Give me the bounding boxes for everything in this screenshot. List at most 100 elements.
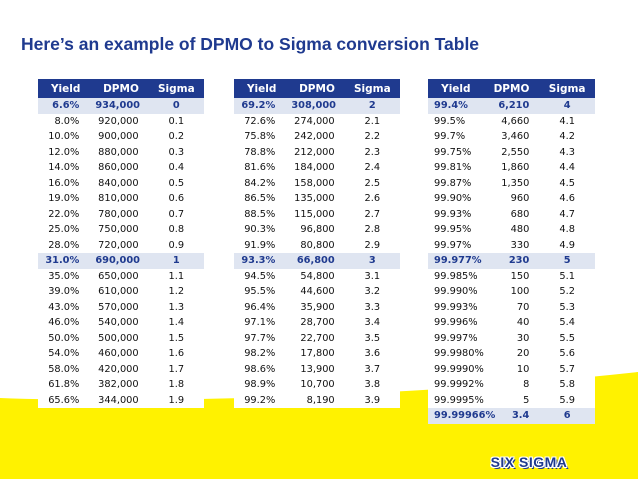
sigma-cell: 1 [148,253,204,269]
dpmo-cell: 212,000 [289,144,345,160]
yield-cell: 93.3% [234,253,290,269]
table-row: 98.6% 13,900 3.7 [234,361,400,377]
yield-cell: 99.9995% [428,392,484,408]
conversion-table-1: Yield DPMO Sigma 6.6% 934,000 0 8.0% 920,000… [38,79,204,408]
table-row: 98.2% 17,800 3.6 [234,346,400,362]
dpmo-cell: 2,550 [483,144,540,160]
dpmo-cell: 3.4 [483,408,540,424]
yield-cell: 6.6% [38,98,94,114]
yield-cell: 86.5% [234,191,290,207]
table-row: 16.0% 840,000 0.5 [38,175,204,191]
dpmo-cell: 150 [483,268,540,284]
yield-cell: 99.7% [428,129,484,145]
table-row: 28.0% 720,000 0.9 [38,237,204,253]
table-row: 12.0% 880,000 0.3 [38,144,204,160]
dpmo-cell: 960 [483,191,540,207]
sigma-cell: 5.3 [539,299,595,315]
table-row: 25.0% 750,000 0.8 [38,222,204,238]
table-row: 94.5% 54,800 3.1 [234,268,400,284]
dpmo-cell: 330 [483,237,540,253]
dpmo-cell: 8,190 [289,392,345,408]
sigma-cell: 1.7 [148,361,204,377]
dpmo-cell: 680 [483,206,540,222]
yield-cell: 65.6% [38,392,94,408]
sigma-cell: 1.5 [148,330,204,346]
table-row: 50.0% 500,000 1.5 [38,330,204,346]
sigma-cell: 1.6 [148,346,204,362]
yield-cell: 39.0% [38,284,94,300]
table-row: 99.996% 40 5.4 [428,315,595,331]
yield-cell: 69.2% [234,98,290,114]
sigma-cell: 4.6 [539,191,595,207]
sigma-cell: 5.4 [539,315,595,331]
table-row: 72.6% 274,000 2.1 [234,113,400,129]
conversion-table-3: Yield DPMO Sigma 99.4% 6,210 4 99.5% 4,660 4.… [428,79,595,424]
yield-cell: 99.97% [428,237,484,253]
sigma-cell: 0.3 [148,144,204,160]
table-row: 99.5% 4,660 4.1 [428,113,595,129]
sigma-cell: 0.5 [148,175,204,191]
table-row: 99.9980% 20 5.6 [428,346,595,362]
header-dpmo: DPMO [483,79,540,98]
sigma-cell: 3.6 [344,346,400,362]
dpmo-cell: 13,900 [289,361,345,377]
sigma-cell: 0.6 [148,191,204,207]
sigma-cell: 1.2 [148,284,204,300]
table-row: 99.81% 1,860 4.4 [428,160,595,176]
dpmo-cell: 382,000 [93,377,149,393]
dpmo-cell: 44,600 [289,284,345,300]
sigma-cell: 4.7 [539,206,595,222]
table-row: 99.99966% 3.4 6 [428,408,595,424]
table-row: 31.0% 690,000 1 [38,253,204,269]
sigma-cell: 0 [148,98,204,114]
yield-cell: 43.0% [38,299,94,315]
table-header-row: Yield DPMO Sigma [428,79,595,98]
table-row: 19.0% 810,000 0.6 [38,191,204,207]
yield-cell: 99.990% [428,284,484,300]
table-row: 99.990% 100 5.2 [428,284,595,300]
yield-cell: 99.95% [428,222,484,238]
sigma-cell: 2.7 [344,206,400,222]
dpmo-cell: 158,000 [289,175,345,191]
dpmo-cell: 35,900 [289,299,345,315]
sigma-cell: 4.2 [539,129,595,145]
table-header-row: Yield DPMO Sigma [38,79,204,98]
sigma-cell: 4.4 [539,160,595,176]
yield-cell: 90.3% [234,222,290,238]
table-row: 99.87% 1,350 4.5 [428,175,595,191]
table-row: 65.6% 344,000 1.9 [38,392,204,408]
sigma-cell: 1.9 [148,392,204,408]
dpmo-cell: 480 [483,222,540,238]
table-row: 99.9990% 10 5.7 [428,361,595,377]
yield-cell: 14.0% [38,160,94,176]
table-row: 84.2% 158,000 2.5 [234,175,400,191]
page-title: Here’s an example of DPMO to Sigma conve… [21,34,480,54]
dpmo-cell: 540,000 [93,315,149,331]
yield-cell: 84.2% [234,175,290,191]
sigma-cell: 2.4 [344,160,400,176]
yield-cell: 99.81% [428,160,484,176]
table-row: 10.0% 900,000 0.2 [38,129,204,145]
sigma-cell: 5.5 [539,330,595,346]
table-row: 99.997% 30 5.5 [428,330,595,346]
table-header-row: Yield DPMO Sigma [234,79,400,98]
yield-cell: 10.0% [38,129,94,145]
yield-cell: 95.5% [234,284,290,300]
dpmo-cell: 810,000 [93,191,149,207]
table-row: 93.3% 66,800 3 [234,253,400,269]
dpmo-cell: 5 [483,392,540,408]
yield-cell: 96.4% [234,299,290,315]
sigma-cell: 3.5 [344,330,400,346]
table-row: 58.0% 420,000 1.7 [38,361,204,377]
yield-cell: 94.5% [234,268,290,284]
dpmo-cell: 344,000 [93,392,149,408]
sigma-cell: 4.9 [539,237,595,253]
yield-cell: 99.977% [428,253,484,269]
yield-cell: 99.985% [428,268,484,284]
yield-cell: 61.8% [38,377,94,393]
yield-cell: 78.8% [234,144,290,160]
dpmo-cell: 54,800 [289,268,345,284]
sigma-cell: 3.4 [344,315,400,331]
dpmo-cell: 460,000 [93,346,149,362]
